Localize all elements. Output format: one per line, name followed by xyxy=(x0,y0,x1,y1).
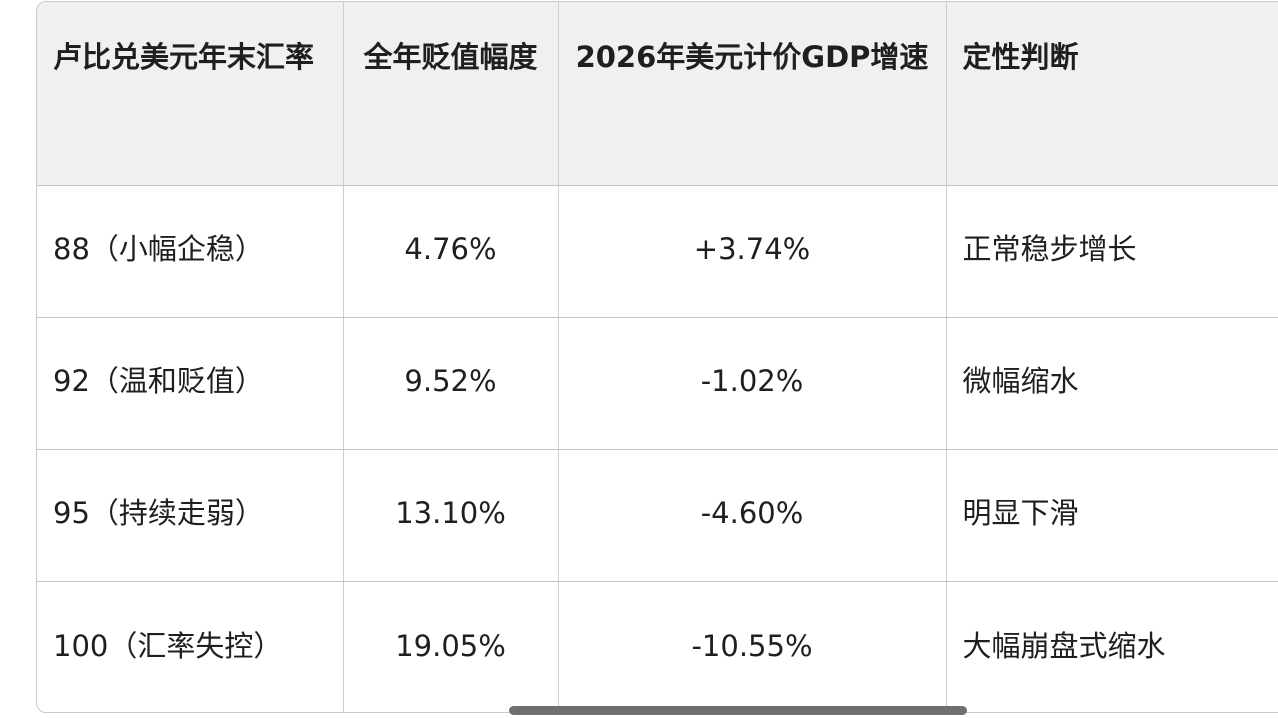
cell-assessment: 大幅崩盘式缩水 xyxy=(962,629,1166,664)
table-body: 88（小幅企稳） 4.76% +3.74% 正常稳步增长 92（温和贬值） 9.… xyxy=(37,185,1278,712)
cell-exchange-rate: 95（持续走弱） xyxy=(37,449,344,582)
cell-exchange-rate: 88（小幅企稳） xyxy=(37,185,344,318)
header-assessment: 定性判断 xyxy=(946,2,1278,186)
cell-gdp-growth: -1.02% xyxy=(558,317,947,450)
cell-gdp-growth: -10.55% xyxy=(558,581,947,712)
header-exchange-rate: 卢比兑美元年末汇率 xyxy=(37,2,344,186)
table-row: 95（持续走弱） 13.10% -4.60% 明显下滑 xyxy=(37,449,1278,582)
cell-gdp-growth: -4.60% xyxy=(558,449,947,582)
cell-assessment: 明显下滑 xyxy=(946,449,1278,582)
exchange-rate-table: 卢比兑美元年末汇率 全年贬值幅度 2026年美元计价GDP增速 定性判断 88（… xyxy=(37,2,1278,712)
cell-assessment: 正常稳步增长 xyxy=(946,185,1278,318)
table-row: 100（汇率失控） 19.05% -10.55% 大幅崩盘式缩水 xyxy=(37,581,1278,712)
cell-depreciation: 9.52% xyxy=(343,317,559,450)
cell-gdp-growth: +3.74% xyxy=(558,185,947,318)
horizontal-scrollbar[interactable] xyxy=(509,706,967,715)
data-table-card: 卢比兑美元年末汇率 全年贬值幅度 2026年美元计价GDP增速 定性判断 88（… xyxy=(36,1,1278,713)
header-row: 卢比兑美元年末汇率 全年贬值幅度 2026年美元计价GDP增速 定性判断 xyxy=(37,2,1278,186)
table-header: 卢比兑美元年末汇率 全年贬值幅度 2026年美元计价GDP增速 定性判断 xyxy=(37,2,1278,186)
cell-exchange-rate: 100（汇率失控） xyxy=(37,581,344,712)
cell-depreciation: 4.76% xyxy=(343,185,559,318)
table-row: 92（温和贬值） 9.52% -1.02% 微幅缩水 xyxy=(37,317,1278,450)
header-gdp-growth: 2026年美元计价GDP增速 xyxy=(558,2,947,186)
cell-depreciation: 13.10% xyxy=(343,449,559,582)
header-depreciation: 全年贬值幅度 xyxy=(343,2,559,186)
cell-exchange-rate: 92（温和贬值） xyxy=(37,317,344,450)
table-row: 88（小幅企稳） 4.76% +3.74% 正常稳步增长 xyxy=(37,185,1278,318)
cell-depreciation: 19.05% xyxy=(343,581,559,712)
cell-assessment: 微幅缩水 xyxy=(946,317,1278,450)
